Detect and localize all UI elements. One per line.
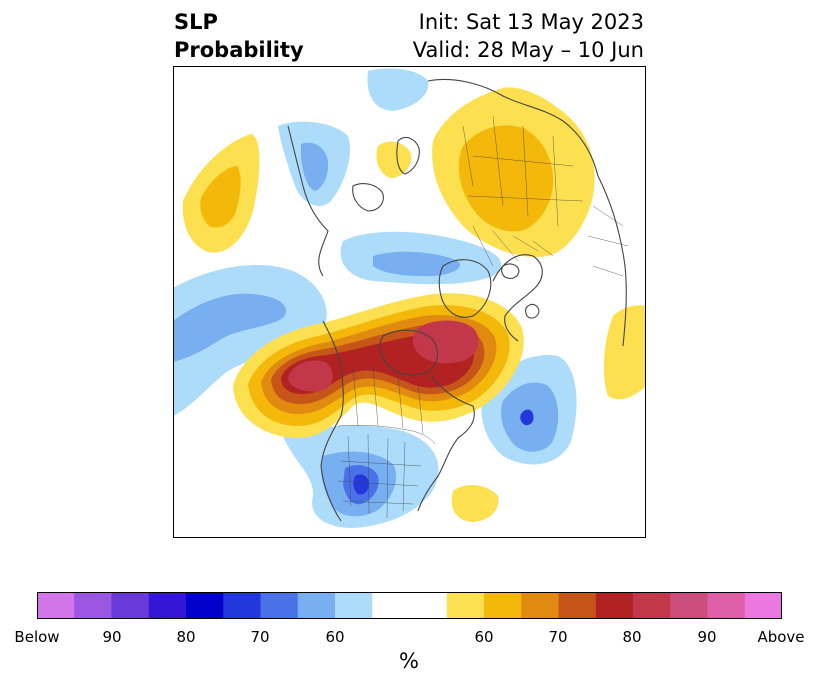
- warm-region-west-pacific-inner: [200, 166, 241, 228]
- colorbar-tick-above-70: 70: [548, 628, 568, 646]
- coastline-british-isles: [525, 303, 540, 319]
- coastline-alaska: [287, 125, 329, 277]
- colorbar-swatch: [707, 592, 746, 619]
- warm-region-east-atlantic: [603, 305, 646, 400]
- colorbar-swatch: [446, 592, 485, 619]
- border-us-states-b: [337, 460, 422, 505]
- colorbar-frame: [37, 592, 782, 619]
- colorbar-swatch: [260, 592, 299, 619]
- blue-region-north-atlantic-core: [520, 409, 534, 426]
- blue-region-arctic-ocean-inner: [373, 251, 461, 277]
- border-russia-regions: [462, 115, 584, 227]
- coastline-east-asia: [597, 175, 627, 347]
- warm-region-canada-core-east: [412, 320, 479, 364]
- colorbar-swatch: [297, 592, 336, 619]
- border-europe-countries: [472, 225, 554, 267]
- colorbar-swatch: [670, 592, 708, 619]
- map-title: SLP Probability: [174, 8, 304, 64]
- blue-region-siberia-north: [367, 68, 429, 111]
- political-borders: [337, 115, 629, 519]
- colorbar-tick-below-80: 80: [176, 628, 196, 646]
- colorbar-tick-above-90: 90: [697, 628, 717, 646]
- colorbar-swatch: [633, 592, 671, 619]
- colorbar-swatch: [74, 592, 112, 619]
- border-us-states-a: [347, 433, 406, 519]
- coastline-greenland: [438, 259, 492, 318]
- colorbar-swatch: [186, 592, 224, 619]
- coastlines: [287, 78, 627, 522]
- blue-region-alaska-inner: [301, 142, 329, 191]
- map-frame: [173, 66, 646, 538]
- colorbar-swatch: [409, 592, 448, 619]
- colorbar-tick-above-80: 80: [622, 628, 642, 646]
- colorbar-tick-below-60: 60: [325, 628, 345, 646]
- colorbar-swatch: [595, 592, 634, 619]
- border-canada-us: [337, 424, 436, 445]
- warm-region-eurasia-inner: [458, 125, 554, 232]
- colorbar-swatch: [223, 592, 261, 619]
- coastline-north-america-west: [320, 320, 344, 522]
- coastline-scandinavia: [396, 136, 420, 175]
- colorbar-tick-below-90: 90: [102, 628, 122, 646]
- colorbar-tick-above: Above: [757, 628, 805, 646]
- title-line-slp: SLP: [174, 10, 218, 34]
- warm-region-canada-core-west: [288, 360, 333, 392]
- coastline-hudson-bay: [379, 329, 438, 376]
- blue-region-north-pacific-inner: [173, 293, 287, 362]
- probability-map: [173, 66, 646, 538]
- valid-date-label: Valid: 28 May – 10 Jun: [412, 38, 644, 62]
- below-normal-regions: [173, 68, 577, 528]
- colorbar-swatch: [37, 592, 75, 619]
- colorbar-tick-above-60: 60: [474, 628, 494, 646]
- colorbar: [37, 592, 782, 619]
- colorbar-swatch: [372, 592, 410, 619]
- colorbar-swatch: [484, 592, 522, 619]
- above-normal-regions: [182, 87, 646, 522]
- colorbar-unit-label: %: [399, 649, 419, 673]
- forecast-dates: Init: Sat 13 May 2023 Valid: 28 May – 10…: [413, 8, 644, 64]
- colorbar-swatch: [521, 592, 559, 619]
- warm-region-scandinavia: [376, 141, 412, 178]
- blue-region-united-states-peak: [353, 474, 369, 495]
- coastline-iceland: [501, 263, 520, 279]
- colorbar-swatch: [335, 592, 373, 619]
- colorbar-swatch: [148, 592, 187, 619]
- coastline-north-america-east: [417, 375, 475, 512]
- colorbar-tick-below-70: 70: [250, 628, 270, 646]
- colorbar-swatch: [744, 592, 782, 619]
- border-canada-provinces: [352, 365, 424, 435]
- title-line-probability: Probability: [174, 38, 304, 62]
- init-date-label: Init: Sat 13 May 2023: [418, 10, 644, 34]
- colorbar-swatches: [37, 592, 782, 619]
- coastline-arctic-islands: [352, 183, 384, 212]
- colorbar-tick-below: Below: [14, 628, 60, 646]
- coastline-europe: [492, 254, 543, 342]
- coastline-siberia: [427, 78, 599, 177]
- colorbar-swatch: [111, 592, 150, 619]
- colorbar-swatch: [558, 592, 597, 619]
- border-asia-countries: [587, 205, 629, 277]
- warm-region-bermuda: [451, 484, 499, 522]
